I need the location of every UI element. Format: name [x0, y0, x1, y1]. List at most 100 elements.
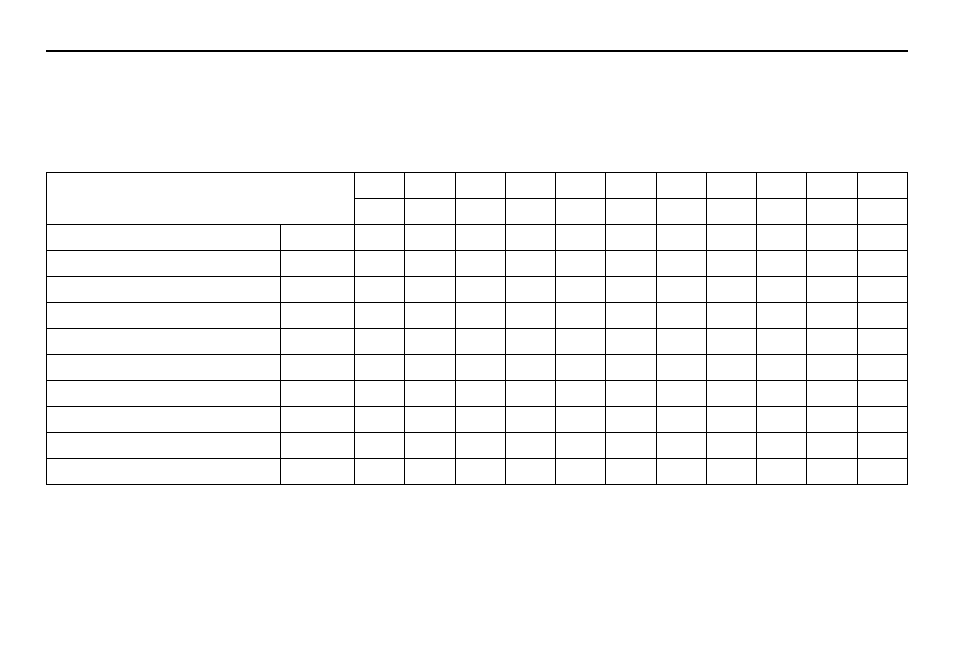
- data-cell: [505, 225, 555, 251]
- data-cell: [455, 433, 505, 459]
- row-sub-cell: [281, 407, 355, 433]
- data-cell: [355, 329, 405, 355]
- header-cell: [706, 173, 756, 199]
- header-cell: [656, 173, 706, 199]
- data-cell: [857, 459, 907, 485]
- data-cell: [606, 433, 656, 459]
- data-cell: [757, 459, 807, 485]
- data-cell: [556, 381, 606, 407]
- data-cell: [505, 303, 555, 329]
- data-cell: [606, 303, 656, 329]
- data-cell: [505, 277, 555, 303]
- row-label-cell: [47, 407, 281, 433]
- data-cell: [757, 355, 807, 381]
- table-row: [47, 459, 908, 485]
- data-cell: [606, 407, 656, 433]
- data-cell: [656, 277, 706, 303]
- data-cell: [405, 407, 455, 433]
- header-cell: [706, 199, 756, 225]
- data-cell: [706, 303, 756, 329]
- data-cell: [757, 277, 807, 303]
- data-cell: [706, 277, 756, 303]
- data-cell: [606, 277, 656, 303]
- header-cell: [807, 199, 857, 225]
- data-cell: [757, 225, 807, 251]
- header-left-merged: [47, 173, 355, 225]
- data-cell: [505, 355, 555, 381]
- data-cell: [455, 407, 505, 433]
- data-cell: [807, 329, 857, 355]
- header-cell: [505, 199, 555, 225]
- table-row: [47, 225, 908, 251]
- header-cell: [455, 199, 505, 225]
- data-cell: [556, 225, 606, 251]
- header-cell: [455, 173, 505, 199]
- data-cell: [355, 225, 405, 251]
- data-cell: [857, 251, 907, 277]
- data-cell: [505, 459, 555, 485]
- data-cell: [455, 225, 505, 251]
- header-cell: [505, 173, 555, 199]
- table-row: [47, 303, 908, 329]
- data-cell: [706, 433, 756, 459]
- data-cell: [807, 407, 857, 433]
- table-body: [47, 225, 908, 485]
- row-label-cell: [47, 329, 281, 355]
- data-cell: [706, 459, 756, 485]
- row-sub-cell: [281, 459, 355, 485]
- header-cell: [606, 173, 656, 199]
- data-cell: [556, 433, 606, 459]
- data-cell: [405, 329, 455, 355]
- row-label-cell: [47, 381, 281, 407]
- data-cell: [455, 355, 505, 381]
- data-cell: [857, 225, 907, 251]
- data-cell: [857, 303, 907, 329]
- top-horizontal-rule: [46, 50, 908, 52]
- header-cell: [757, 199, 807, 225]
- data-cell: [455, 277, 505, 303]
- header-cell: [556, 199, 606, 225]
- data-cell: [706, 407, 756, 433]
- data-cell: [455, 459, 505, 485]
- data-cell: [606, 459, 656, 485]
- data-cell: [807, 303, 857, 329]
- data-cell: [556, 303, 606, 329]
- header-cell: [857, 199, 907, 225]
- data-cell: [606, 381, 656, 407]
- table-row: [47, 355, 908, 381]
- row-label-cell: [47, 251, 281, 277]
- data-cell: [706, 225, 756, 251]
- data-cell: [606, 329, 656, 355]
- row-label-cell: [47, 303, 281, 329]
- data-cell: [355, 407, 405, 433]
- data-cell: [807, 459, 857, 485]
- data-cell: [355, 277, 405, 303]
- data-cell: [656, 381, 706, 407]
- page: [0, 0, 954, 652]
- header-cell: [355, 173, 405, 199]
- data-cell: [857, 355, 907, 381]
- header-cell: [857, 173, 907, 199]
- data-cell: [405, 459, 455, 485]
- header-cell: [355, 199, 405, 225]
- data-cell: [355, 303, 405, 329]
- data-cell: [556, 277, 606, 303]
- data-cell: [505, 251, 555, 277]
- data-cell: [656, 433, 706, 459]
- table-row: [47, 433, 908, 459]
- data-cell: [606, 225, 656, 251]
- header-cell: [405, 199, 455, 225]
- table-row: [47, 381, 908, 407]
- data-cell: [405, 381, 455, 407]
- data-cell: [757, 381, 807, 407]
- row-sub-cell: [281, 433, 355, 459]
- row-sub-cell: [281, 251, 355, 277]
- data-cell: [807, 251, 857, 277]
- data-cell: [405, 251, 455, 277]
- data-cell: [405, 433, 455, 459]
- data-cell: [857, 407, 907, 433]
- row-label-cell: [47, 459, 281, 485]
- data-cell: [807, 225, 857, 251]
- data-cell: [656, 225, 706, 251]
- row-label-cell: [47, 277, 281, 303]
